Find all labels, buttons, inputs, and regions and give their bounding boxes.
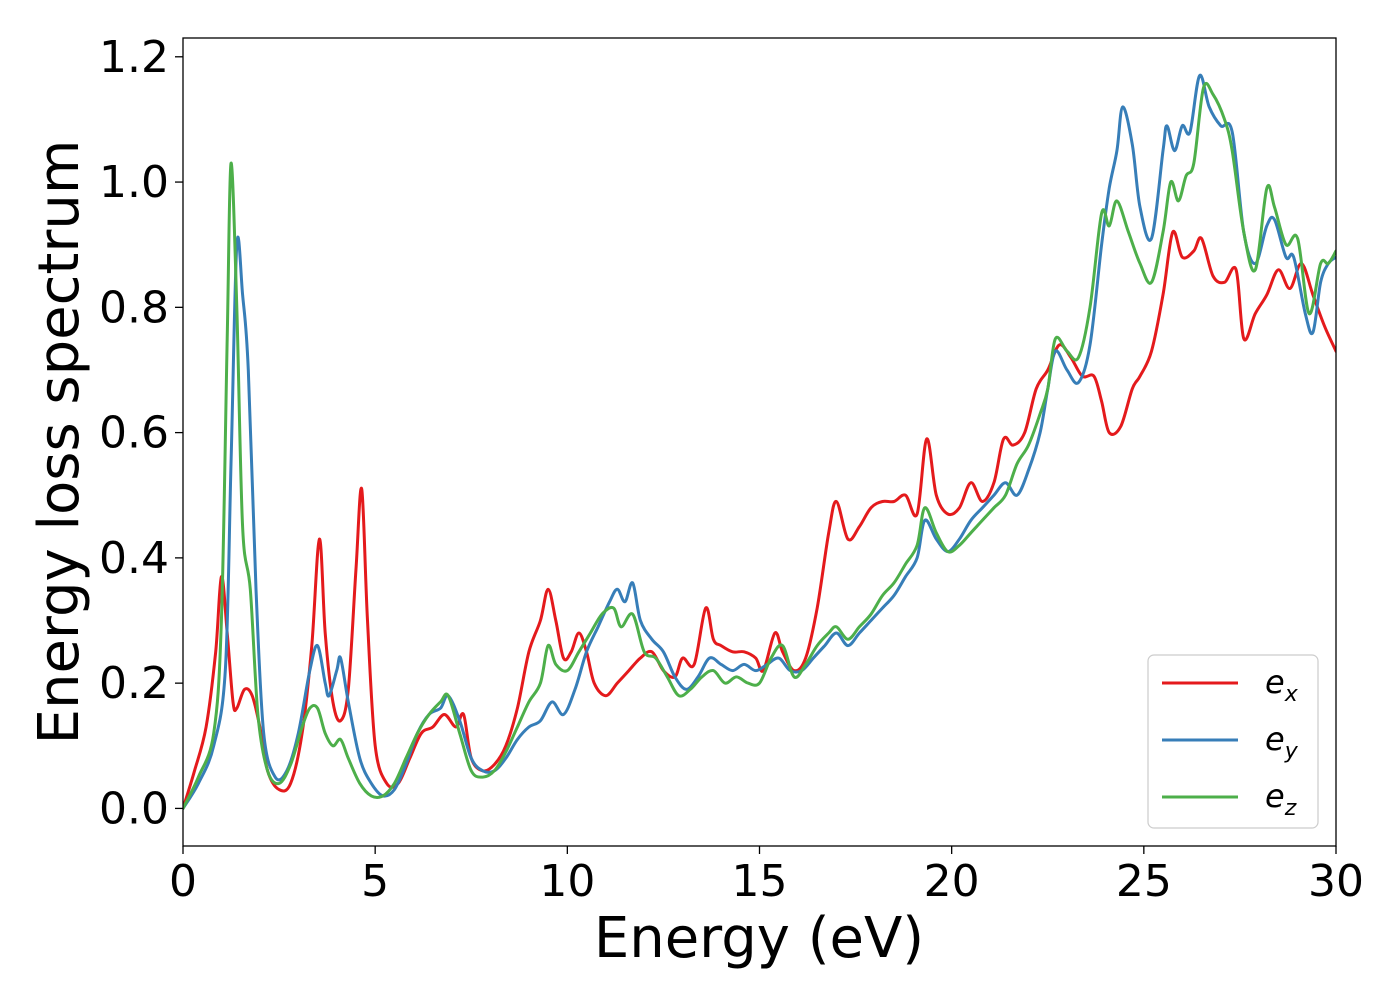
y-tick-label: 0.6 <box>99 408 169 459</box>
series-line-ez <box>183 82 1336 810</box>
x-tick-label: 20 <box>924 856 980 907</box>
legend-label-ex: ex <box>1265 663 1299 707</box>
legend-label-ey: ey <box>1265 720 1299 764</box>
series-layer <box>183 73 1336 810</box>
x-tick-label: 15 <box>732 856 788 907</box>
y-tick-label: 0.2 <box>99 658 169 709</box>
y-tick-label: 0.0 <box>99 783 169 834</box>
series-line-ey <box>183 73 1336 810</box>
y-tick-label: 0.8 <box>99 282 169 333</box>
y-axis-label: Energy loss spectrum <box>27 140 92 745</box>
x-tick-label: 5 <box>361 856 389 907</box>
x-axis-label: Energy (eV) <box>594 906 924 971</box>
y-tick-label: 1.0 <box>99 157 169 208</box>
legend: ex ey ez <box>1147 654 1319 829</box>
plot-area <box>183 38 1336 846</box>
series-line-ex <box>183 229 1336 810</box>
x-axis-ticks: 0 5 10 15 20 25 30 <box>169 846 1364 907</box>
y-tick-label: 1.2 <box>99 32 169 83</box>
legend-label-ez: ez <box>1265 777 1297 821</box>
y-axis-ticks: 0.0 0.2 0.4 0.6 0.8 1.0 1.2 <box>99 32 183 834</box>
x-tick-label: 0 <box>169 856 197 907</box>
x-tick-label: 25 <box>1116 856 1172 907</box>
x-tick-label: 30 <box>1308 856 1364 907</box>
y-tick-label: 0.4 <box>99 533 169 584</box>
x-tick-label: 10 <box>539 856 595 907</box>
